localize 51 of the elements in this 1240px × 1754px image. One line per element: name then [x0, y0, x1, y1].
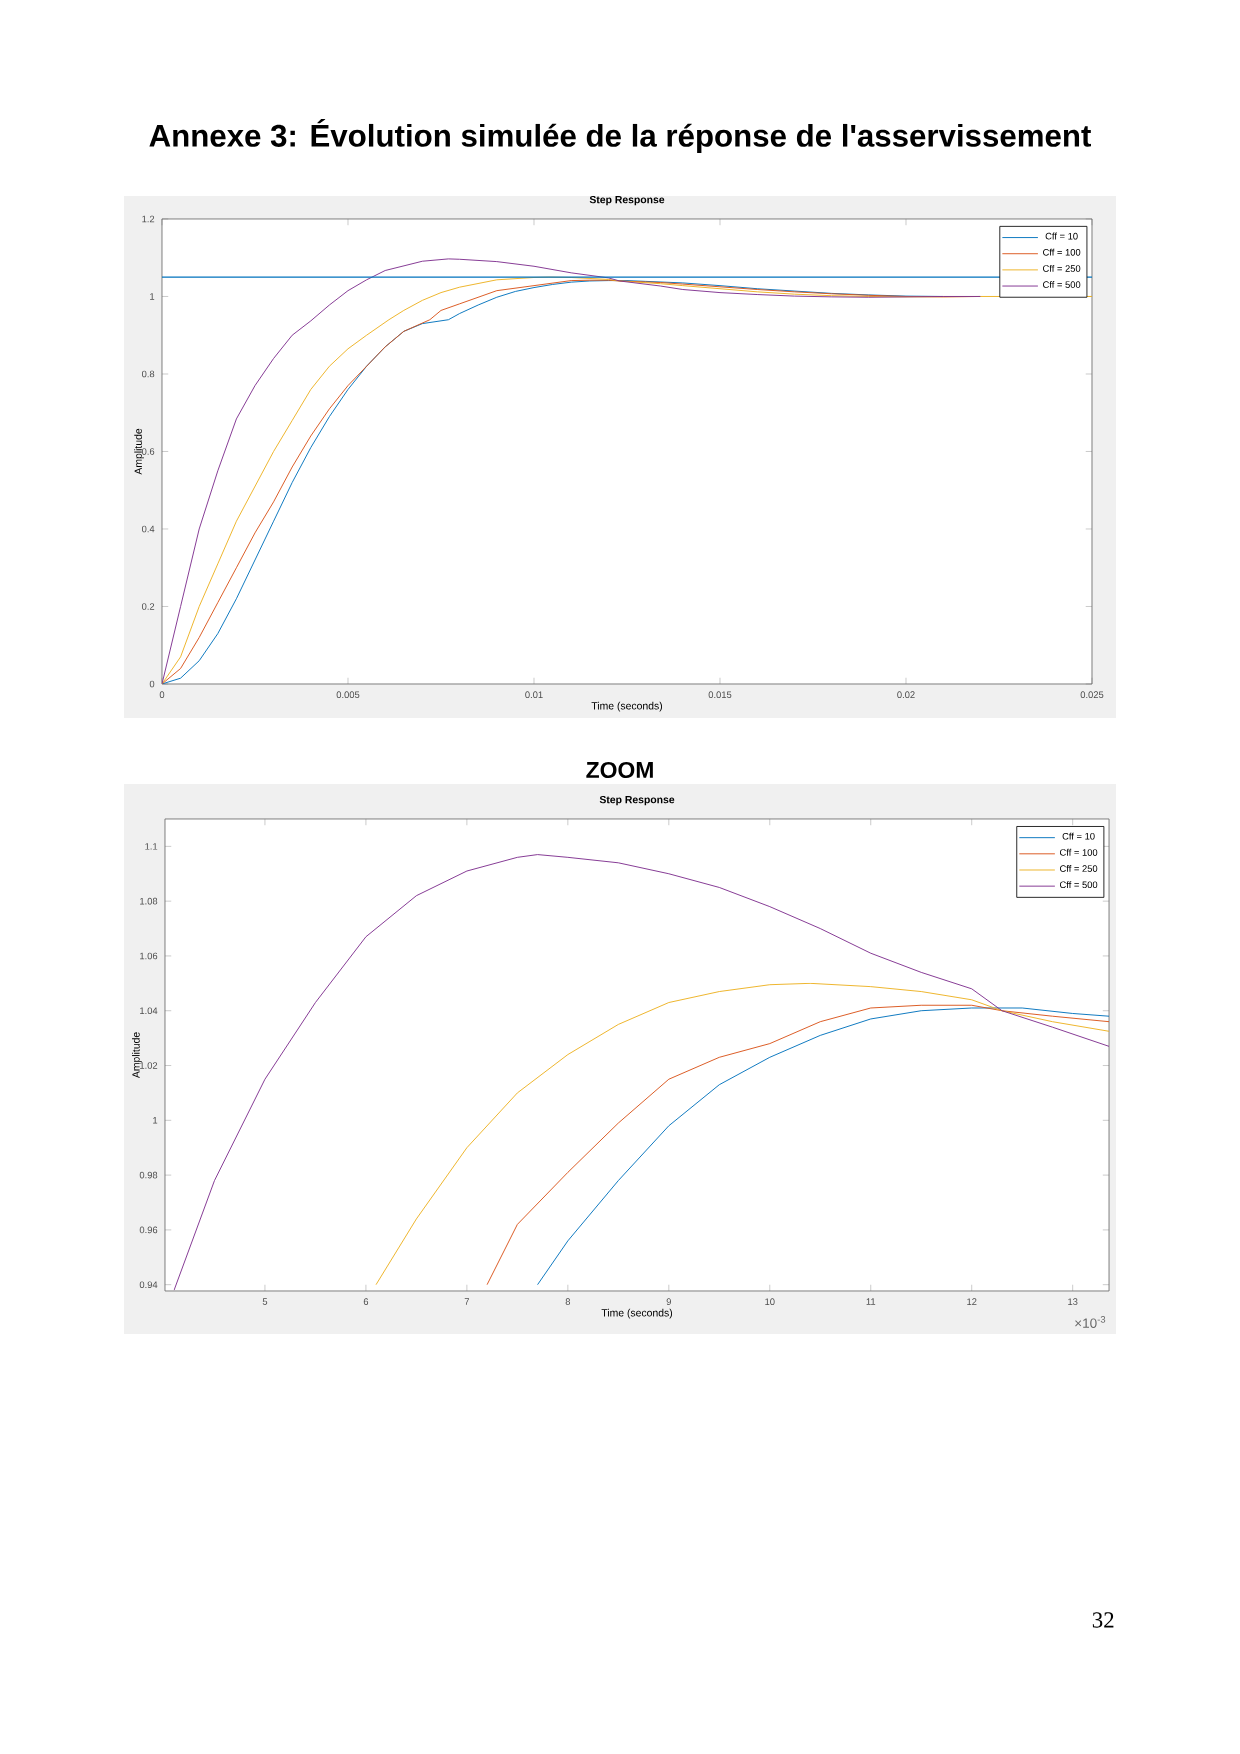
legend-label: Cff = 10: [1045, 232, 1078, 240]
y-tick-label: 0.8: [141, 370, 155, 378]
legend-label: Cff = 10: [1062, 832, 1095, 840]
y-tick-label: 0.98: [139, 1171, 158, 1179]
text: 32: [1092, 1612, 1114, 1628]
y-tick-label: 0.2: [141, 603, 155, 610]
y-tick-label: 0: [149, 680, 155, 688]
x-tick-label: 0.025: [1080, 691, 1104, 698]
x-tick-label: 11: [866, 1298, 876, 1305]
y-tick-label: 1.06: [140, 952, 158, 960]
y-axis-title: Amplitude: [132, 1032, 142, 1079]
y-tick-label: 1: [153, 1117, 158, 1124]
x-tick-label: 7: [464, 1298, 470, 1305]
x-tick-label: 0.015: [708, 691, 732, 698]
legend-label: Cff = 250: [1043, 264, 1081, 272]
y-tick-label: 1.2: [142, 215, 155, 223]
x-tick-label: 0.02: [897, 691, 915, 698]
legend-label: Cff = 250: [1060, 865, 1098, 872]
text: ×10$^{-3}$: [1075, 1316, 1106, 1328]
legend-label: Cff = 100: [1043, 248, 1081, 256]
x-tick-label: 9: [666, 1298, 671, 1305]
y-tick-label: 0.4: [141, 525, 155, 533]
text: Annexe 3: Évolution simulée de la réponse de l'asservissement: [149, 118, 1092, 154]
x-tick-label: 12: [967, 1298, 977, 1305]
y-tick-label: 1.04: [140, 1007, 158, 1015]
x-tick-label: 0: [159, 691, 165, 698]
x-tick-label: 13: [1068, 1298, 1078, 1305]
x-tick-label: 0.01: [525, 691, 543, 698]
line-series: [173, 854, 1110, 1291]
x-tick-label: 0.005: [336, 691, 360, 698]
legend-label: Cff = 100: [1060, 848, 1098, 856]
legend-label: Cff = 500: [1060, 881, 1098, 889]
y-tick-label: 1.1: [145, 843, 158, 850]
chart-title: Step Response: [589, 195, 665, 206]
x-axis-title: Time (seconds): [601, 1308, 673, 1319]
text: ZOOM: [586, 761, 653, 779]
y-axis-title: Amplitude: [134, 428, 144, 475]
y-tick-label: 0.94: [139, 1281, 158, 1289]
x-tick-label: 6: [363, 1298, 369, 1305]
y-tick-label: 1.02: [140, 1062, 158, 1069]
x-tick-label: 10: [765, 1298, 775, 1305]
line-series: [375, 982, 1110, 1286]
y-tick-label: 0.6: [141, 448, 155, 455]
x-tick-label: 8: [565, 1298, 571, 1305]
y-tick-label: 0.96: [139, 1226, 158, 1234]
y-tick-label: 1.08: [140, 897, 158, 905]
y-tick-label: 1: [150, 293, 155, 300]
x-axis-title: Time (seconds): [591, 701, 663, 712]
legend-label: Cff = 500: [1043, 281, 1081, 288]
chart-title: Step Response: [599, 795, 675, 806]
x-tick-label: 5: [262, 1298, 268, 1305]
